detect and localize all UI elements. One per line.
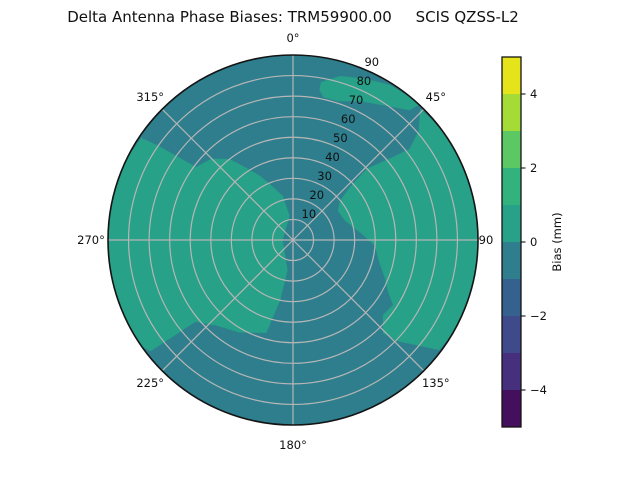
colorbar-segment-2 [502, 131, 521, 168]
colorbar-segment-1 [502, 94, 521, 131]
theta-label-270: 270° [77, 233, 105, 247]
r-label-30: 30 [317, 169, 332, 183]
polar-rim [107, 54, 479, 426]
grid-spoke-45 [292, 108, 425, 241]
colorbar-segment-5 [502, 242, 521, 279]
theta-label-0: 0° [286, 31, 299, 45]
r-label-60: 60 [341, 112, 356, 126]
colorbar-tick-label--2: −2 [530, 309, 547, 323]
r-label-80: 80 [357, 74, 372, 88]
colorbar-segment-9 [502, 390, 521, 427]
colorbar-segment-8 [502, 353, 521, 390]
bias-region-positive-east-lobe [337, 108, 478, 351]
colorbar-axis-label: Bias (mm) [550, 212, 564, 271]
theta-label-90: 90 [479, 233, 494, 247]
chart-title: Delta Antenna Phase Biases: TRM59900.00 … [67, 8, 519, 26]
grid-spoke-315 [161, 108, 294, 241]
r-label-90: 90 [364, 55, 379, 69]
r-label-50: 50 [333, 131, 348, 145]
colorbar-tick-label-4: 4 [530, 87, 537, 101]
theta-label-45: 45° [426, 90, 446, 104]
grid-spoke-225 [161, 239, 294, 372]
colorbar-tick-label--4: −4 [530, 383, 547, 397]
bias-region-positive-north-east-rim-band [319, 76, 420, 111]
r-label-10: 10 [302, 207, 317, 221]
colorbar-tick-label-0: 0 [530, 235, 537, 249]
colorbar-segment-0 [502, 57, 521, 94]
r-label-70: 70 [349, 93, 364, 107]
colorbar-tick-label-2: 2 [530, 161, 537, 175]
theta-label-135: 135° [422, 376, 450, 390]
theta-label-315: 315° [136, 90, 164, 104]
colorbar-segment-6 [502, 279, 521, 316]
colorbar-segment-3 [502, 168, 521, 205]
theta-label-180: 180° [279, 438, 307, 452]
r-label-20: 20 [309, 188, 324, 202]
colorbar-segment-4 [502, 205, 521, 242]
r-label-40: 40 [325, 150, 340, 164]
colorbar-segment-7 [502, 316, 521, 353]
grid-spoke-135 [292, 239, 425, 372]
theta-label-225: 225° [136, 376, 164, 390]
